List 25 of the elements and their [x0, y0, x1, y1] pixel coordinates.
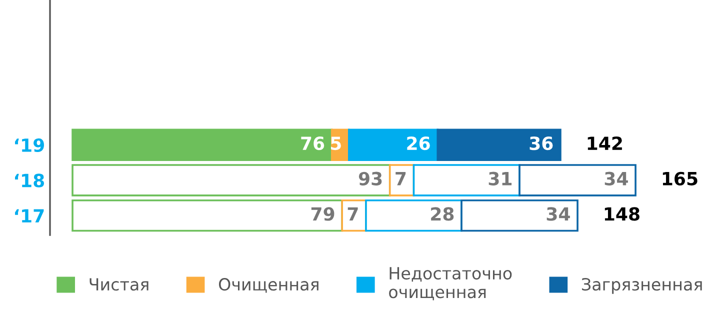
- data-label: 26: [407, 136, 430, 150]
- y-tick-label: ‘19: [15, 138, 44, 152]
- bar: [436, 128, 562, 161]
- data-label: 28: [431, 207, 454, 221]
- data-label: 36: [530, 136, 553, 150]
- data-label: 34: [546, 207, 570, 221]
- data-label: 7: [348, 207, 358, 221]
- data-label: 79: [311, 207, 334, 221]
- total-label: 148: [604, 207, 640, 221]
- data-label: 7: [396, 172, 406, 186]
- bar: [72, 128, 333, 161]
- legend-label: Недостаточно очищенная: [389, 267, 512, 300]
- total-label: 165: [662, 172, 698, 186]
- legend-label: Загрязненная: [582, 278, 702, 294]
- data-label: 5: [330, 136, 341, 150]
- y-tick-label: ‘17: [15, 209, 44, 222]
- data-label: 31: [488, 172, 512, 186]
- data-label: 76: [301, 136, 324, 150]
- bar: [348, 128, 439, 161]
- legend-label: Чистая: [90, 278, 148, 291]
- legend-label: Очищенная: [218, 278, 318, 293]
- data-label: 34: [604, 172, 628, 186]
- data-label: 93: [358, 172, 382, 186]
- y-tick-label: ‘18: [15, 174, 44, 188]
- total-label: 142: [588, 136, 622, 150]
